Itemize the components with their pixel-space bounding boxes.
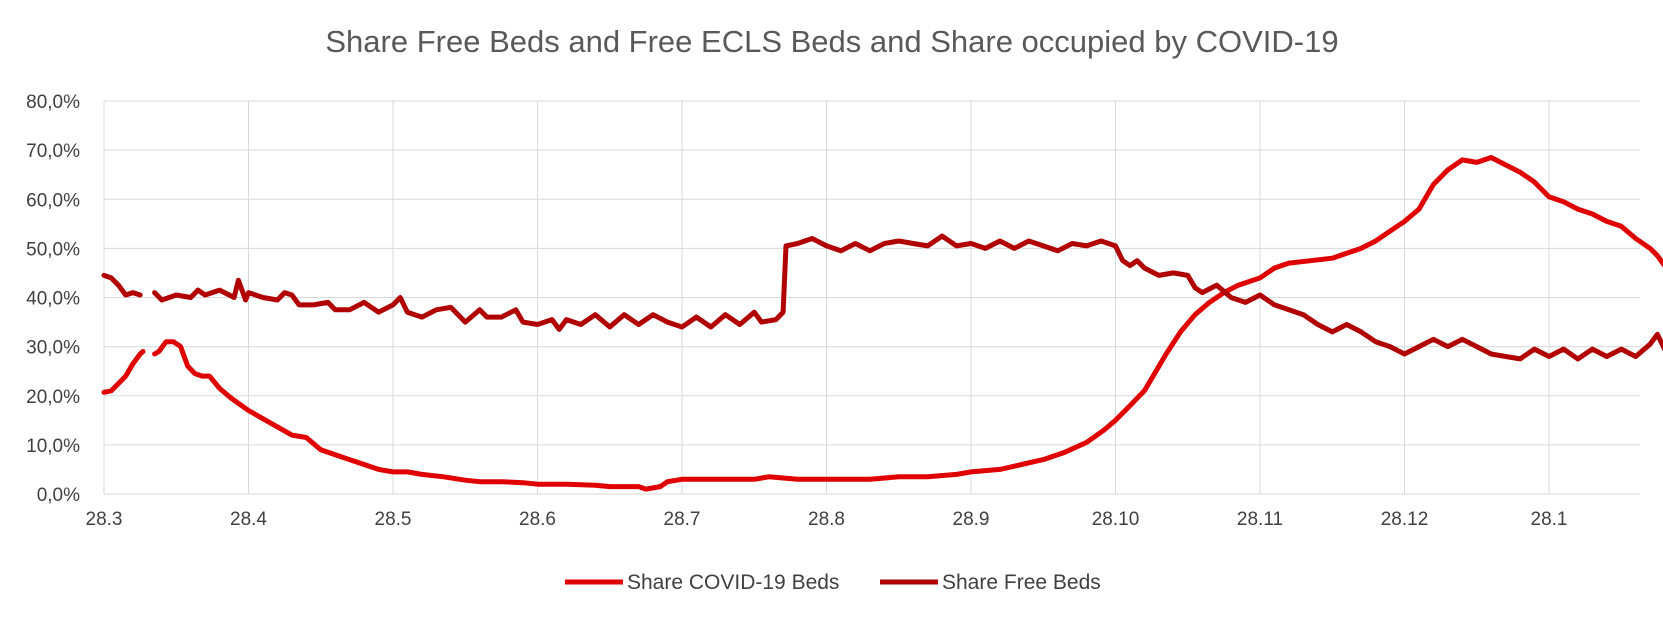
x-axis-ticks: 28.3 28.4 28.5 28.6 28.7 28.8 28.9 28.10 28.11 28… [86, 509, 1568, 530]
x-tick-label: 28.5 [375, 509, 412, 530]
y-tick-label: 10,0% [26, 436, 80, 457]
x-tick-label: 28.3 [86, 509, 123, 530]
x-tick-label: 28.8 [808, 509, 845, 530]
x-tick-label: 28.10 [1092, 509, 1140, 530]
y-tick-label: 70,0% [26, 141, 80, 162]
x-tick-label: 28.1 [1531, 509, 1568, 530]
legend-label: Share Free Beds [942, 571, 1101, 594]
y-axis-ticks: 0,0% 10,0% 20,0% 30,0% 40,0% 50,0% 60,0% 70,0% 8… [26, 92, 80, 506]
gridlines [103, 100, 1640, 495]
chart-title: Share Free Beds and Free ECLS Beds and S… [325, 24, 1338, 59]
y-tick-label: 80,0% [26, 92, 80, 113]
series-lines [101, 155, 1663, 492]
y-tick-label: 0,0% [37, 485, 80, 506]
x-tick-label: 28.9 [953, 509, 990, 530]
legend: Share COVID-19 Beds Share Free Beds [565, 571, 1101, 594]
y-tick-label: 50,0% [26, 239, 80, 260]
y-tick-label: 20,0% [26, 387, 80, 408]
series-line-2 [101, 233, 1663, 362]
x-tick-label: 28.12 [1381, 509, 1429, 530]
y-tick-label: 40,0% [26, 289, 80, 310]
y-tick-label: 60,0% [26, 190, 80, 211]
x-tick-label: 28.11 [1237, 509, 1283, 530]
x-tick-label: 28.7 [664, 509, 701, 530]
x-tick-label: 28.4 [230, 509, 267, 530]
series-line-1 [101, 155, 1663, 492]
legend-label: Share COVID-19 Beds [627, 571, 839, 594]
y-tick-label: 30,0% [26, 338, 80, 359]
x-tick-label: 28.6 [519, 509, 556, 530]
